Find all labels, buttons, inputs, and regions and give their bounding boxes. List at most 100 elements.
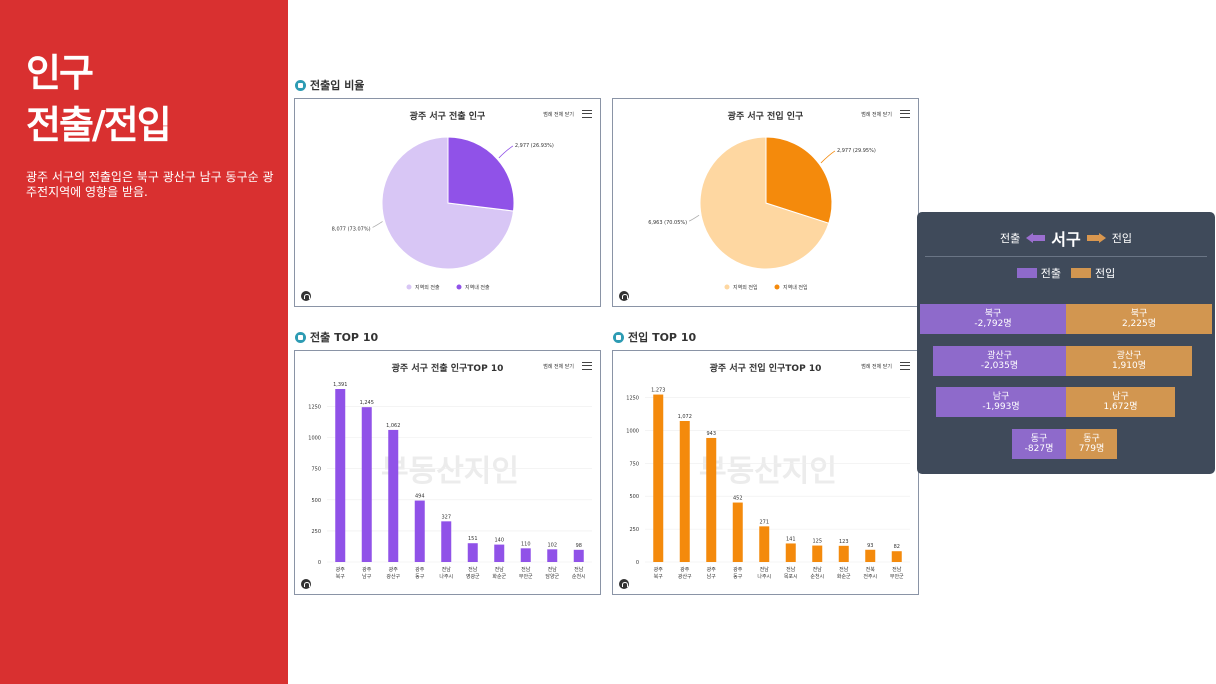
pie-data-label: 6,963 (70.05%) — [648, 220, 687, 226]
panel-out-name: 북구 — [984, 309, 1002, 319]
bar — [891, 551, 902, 562]
y-tick-label: 250 — [629, 527, 639, 533]
x-tick-label: 화순군 — [492, 573, 506, 580]
panel-out-name: 광산구 — [987, 351, 1012, 361]
x-tick-label: 전남 — [468, 566, 478, 573]
panel-legend-in: 전입 — [1071, 265, 1115, 281]
bar — [361, 407, 372, 562]
pie-connector — [820, 150, 836, 164]
x-tick-label: 광주 — [707, 566, 717, 573]
panel-in-value: 1,672명 — [1103, 402, 1138, 412]
y-tick-label: 1000 — [308, 436, 321, 442]
panel-out-value: -2,792명 — [974, 319, 1012, 329]
panel-out-name: 동구 — [1030, 434, 1048, 444]
bar — [467, 543, 478, 562]
arrow-right-icon — [1098, 233, 1106, 243]
bar-data-label: 141 — [786, 536, 796, 542]
panel-out-bar: 남구 -1,993명 — [936, 387, 1066, 417]
pie-data-label: 2,977 (29.95%) — [837, 148, 876, 154]
x-tick-label: 전주시 — [863, 573, 877, 580]
bar-data-label: 98 — [576, 543, 582, 549]
bar-data-label: 452 — [733, 496, 743, 502]
panel-in-label: 전입 — [1111, 232, 1132, 245]
pie-data-label: 8,077 (73.07%) — [332, 226, 371, 232]
panel-legend-out-label: 전출 — [1040, 267, 1061, 280]
x-tick-label: 전남 — [442, 566, 452, 573]
y-tick-label: 1250 — [308, 405, 321, 411]
x-tick-label: 동구 — [733, 574, 743, 580]
arrow-right-shaft — [1086, 235, 1099, 241]
x-tick-label: 광산구 — [678, 573, 692, 580]
bar-data-label: 1,273 — [651, 388, 665, 394]
chart-menu-icon[interactable] — [900, 362, 910, 370]
legend-swatch-in — [1071, 268, 1091, 278]
bar — [759, 526, 770, 562]
panel-in-bar: 북구 2,225명 — [1066, 304, 1212, 334]
panel-out-bar: 북구 -2,792명 — [920, 304, 1066, 334]
x-tick-label: 전북 — [866, 566, 876, 573]
chart-menu-icon[interactable] — [582, 110, 592, 118]
legend-toggle-button[interactable]: 범례 전체 닫기 — [543, 364, 574, 370]
panel-out-value: -1,993명 — [982, 402, 1020, 412]
panel-legend-out: 전출 — [1016, 265, 1061, 281]
y-tick-label: 750 — [311, 467, 321, 473]
bar — [335, 389, 346, 562]
x-tick-label: 전남 — [839, 566, 849, 573]
bar — [494, 544, 505, 562]
y-tick-label: 750 — [629, 461, 639, 467]
panel-out-label: 전출 — [1000, 232, 1021, 245]
watermark: 부동산지인 — [381, 454, 519, 489]
x-tick-label: 목포시 — [784, 574, 798, 580]
bar-data-label: 82 — [894, 544, 900, 550]
legend-toggle-button[interactable]: 범례 전체 닫기 — [861, 112, 892, 118]
chart-menu-icon[interactable] — [582, 362, 592, 370]
slide-description: 광주 서구의 전출입은 북구 광산구 남구 동구순 광주전지역에 영향을 받음. — [26, 170, 274, 199]
slide-title-line2: 전출/전입 — [26, 103, 172, 147]
pie-connector — [372, 221, 383, 228]
x-tick-label: 나주시 — [439, 573, 453, 580]
section-out-top10: 전출 TOP 10 — [295, 329, 378, 345]
legend-label: 지역외 전입 — [733, 284, 758, 291]
y-tick-label: 500 — [311, 498, 321, 504]
chart-title: 광주 서구 전입 인구 — [727, 112, 804, 122]
x-tick-label: 남구 — [707, 573, 717, 580]
home-icon — [295, 79, 306, 91]
bar — [865, 549, 876, 562]
panel-out-name: 남구 — [992, 392, 1010, 402]
chart-menu-icon[interactable] — [900, 110, 910, 118]
bar — [706, 437, 717, 562]
x-tick-label: 전남 — [574, 566, 584, 573]
section-in-top10: 전입 TOP 10 — [613, 329, 696, 345]
x-tick-label: 전남 — [786, 566, 796, 573]
bar-data-label: 102 — [547, 542, 557, 548]
x-tick-label: 광주 — [336, 566, 346, 573]
x-tick-label: 광산구 — [386, 573, 400, 580]
logo-icon — [619, 291, 629, 301]
pie-connector — [498, 145, 514, 159]
panel-in-name: 광산구 — [1116, 351, 1142, 361]
section-ratio: 전출입 비율 — [295, 77, 364, 93]
x-tick-label: 북구 — [654, 574, 664, 580]
x-tick-label: 광주 — [389, 566, 399, 573]
legend-toggle-button[interactable]: 범례 전체 닫기 — [543, 112, 574, 118]
panel-out-bar: 동구 -827명 — [1012, 429, 1066, 459]
bar-data-label: 151 — [468, 536, 478, 542]
bar-data-label: 327 — [441, 514, 451, 520]
panel-in-value: 1,910명 — [1111, 361, 1147, 371]
legend-toggle-button[interactable]: 범례 전체 닫기 — [861, 364, 892, 370]
x-tick-label: 광주 — [362, 566, 372, 573]
x-tick-label: 담양군 — [545, 573, 559, 580]
bar-data-label: 1,245 — [360, 400, 374, 406]
panel-in-name: 남구 — [1112, 392, 1129, 402]
y-tick-label: 500 — [629, 494, 639, 500]
legend-swatch — [406, 284, 412, 290]
x-tick-label: 순천시 — [572, 573, 586, 580]
slide-title-line1: 인구 — [26, 51, 94, 95]
bar — [785, 543, 796, 562]
chart-card-out-bar: 부동산지인 0 250 500 750 1000 1250 1,391 광주 북구 1,245 광주 남… — [294, 350, 601, 595]
panel-in-name: 북구 — [1130, 309, 1148, 319]
legend-swatch-out — [1016, 268, 1037, 278]
x-tick-label: 남구 — [362, 573, 372, 580]
bar — [838, 545, 849, 562]
x-tick-label: 무안군 — [890, 573, 904, 580]
